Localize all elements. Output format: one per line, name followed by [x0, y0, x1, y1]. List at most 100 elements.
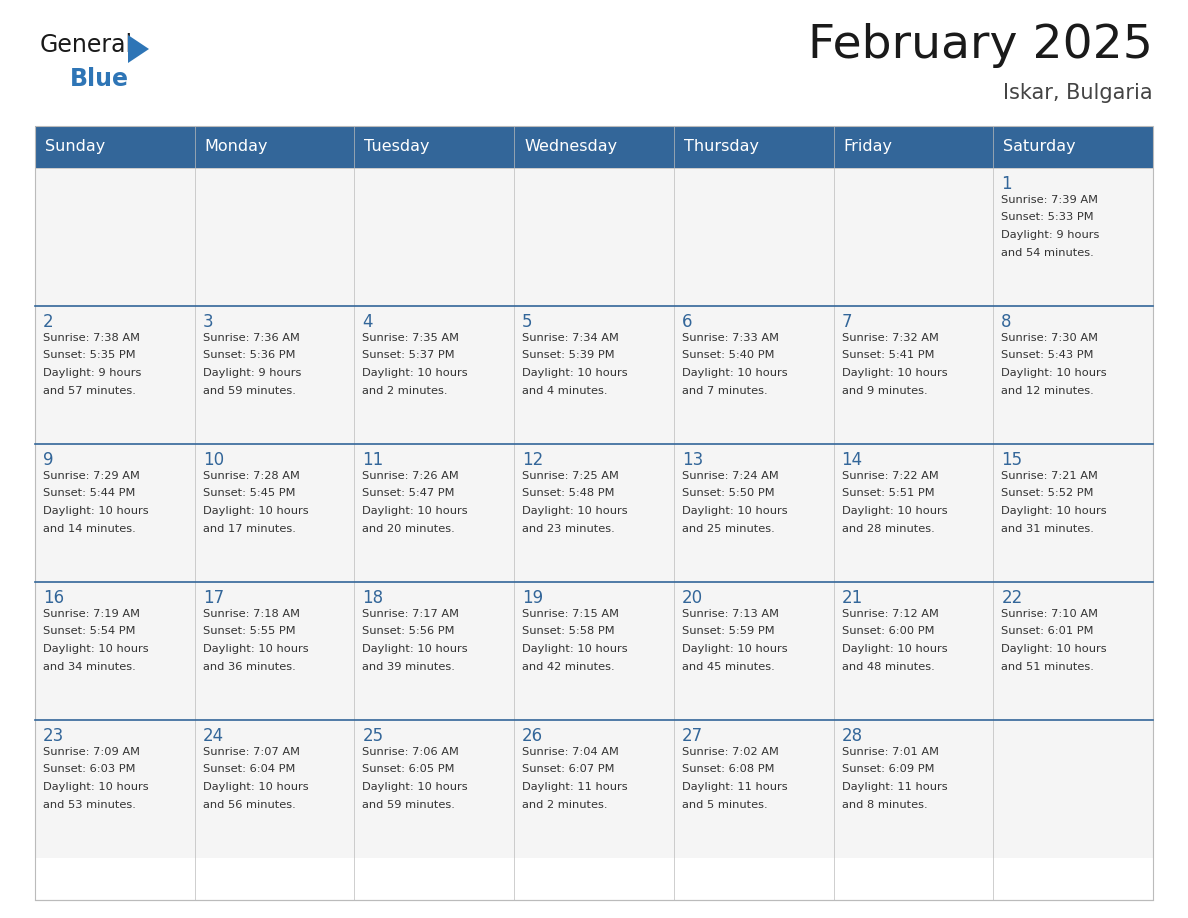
Bar — [514, 720, 674, 858]
Text: Thursday: Thursday — [684, 140, 759, 154]
Bar — [34, 444, 195, 582]
Text: and 45 minutes.: and 45 minutes. — [682, 662, 775, 671]
Text: Sunset: 6:04 PM: Sunset: 6:04 PM — [203, 765, 295, 775]
Text: and 20 minutes.: and 20 minutes. — [362, 523, 455, 533]
Text: Sunset: 5:40 PM: Sunset: 5:40 PM — [682, 351, 775, 361]
Bar — [834, 720, 993, 858]
Text: and 34 minutes.: and 34 minutes. — [43, 662, 135, 671]
Text: Sunrise: 7:24 AM: Sunrise: 7:24 AM — [682, 471, 778, 481]
Text: 5: 5 — [523, 313, 532, 331]
Text: Sunset: 5:48 PM: Sunset: 5:48 PM — [523, 488, 614, 498]
Text: Sunset: 6:05 PM: Sunset: 6:05 PM — [362, 765, 455, 775]
Text: Daylight: 10 hours: Daylight: 10 hours — [43, 644, 148, 654]
Text: 13: 13 — [682, 451, 703, 469]
Text: and 59 minutes.: and 59 minutes. — [203, 386, 296, 396]
Bar — [34, 582, 195, 720]
Text: Sunrise: 7:25 AM: Sunrise: 7:25 AM — [523, 471, 619, 481]
Text: Daylight: 11 hours: Daylight: 11 hours — [523, 782, 627, 792]
Text: Daylight: 10 hours: Daylight: 10 hours — [362, 368, 468, 378]
Text: and 12 minutes.: and 12 minutes. — [1001, 386, 1094, 396]
Text: and 51 minutes.: and 51 minutes. — [1001, 662, 1094, 671]
Text: Sunset: 6:09 PM: Sunset: 6:09 PM — [841, 765, 934, 775]
Text: Daylight: 10 hours: Daylight: 10 hours — [523, 644, 627, 654]
Text: and 2 minutes.: and 2 minutes. — [362, 386, 448, 396]
Bar — [195, 306, 354, 444]
Polygon shape — [128, 35, 148, 63]
Bar — [34, 168, 195, 306]
Bar — [354, 720, 514, 858]
Text: 23: 23 — [43, 727, 64, 745]
Text: 24: 24 — [203, 727, 223, 745]
Text: Sunset: 6:07 PM: Sunset: 6:07 PM — [523, 765, 614, 775]
Text: Daylight: 9 hours: Daylight: 9 hours — [203, 368, 301, 378]
Text: and 42 minutes.: and 42 minutes. — [523, 662, 614, 671]
Text: Daylight: 10 hours: Daylight: 10 hours — [523, 368, 627, 378]
Bar — [514, 444, 674, 582]
Text: Sunrise: 7:28 AM: Sunrise: 7:28 AM — [203, 471, 299, 481]
Text: Sunrise: 7:39 AM: Sunrise: 7:39 AM — [1001, 195, 1098, 205]
Bar — [674, 168, 834, 306]
Text: Daylight: 9 hours: Daylight: 9 hours — [1001, 230, 1100, 240]
Text: and 8 minutes.: and 8 minutes. — [841, 800, 927, 810]
Bar — [195, 168, 354, 306]
Text: Sunset: 5:52 PM: Sunset: 5:52 PM — [1001, 488, 1094, 498]
Text: 1: 1 — [1001, 175, 1012, 193]
Text: Daylight: 11 hours: Daylight: 11 hours — [841, 782, 947, 792]
Bar — [674, 306, 834, 444]
Text: and 28 minutes.: and 28 minutes. — [841, 523, 934, 533]
Text: Sunrise: 7:38 AM: Sunrise: 7:38 AM — [43, 333, 140, 343]
Text: Daylight: 10 hours: Daylight: 10 hours — [1001, 506, 1107, 516]
Text: Sunset: 5:56 PM: Sunset: 5:56 PM — [362, 626, 455, 636]
Text: Saturday: Saturday — [1004, 140, 1076, 154]
Text: Daylight: 10 hours: Daylight: 10 hours — [841, 506, 947, 516]
Bar — [993, 582, 1154, 720]
Bar — [674, 582, 834, 720]
Bar — [834, 582, 993, 720]
Bar — [993, 444, 1154, 582]
Text: 12: 12 — [523, 451, 543, 469]
Bar — [993, 168, 1154, 306]
Text: and 36 minutes.: and 36 minutes. — [203, 662, 296, 671]
Text: and 2 minutes.: and 2 minutes. — [523, 800, 607, 810]
Text: Daylight: 10 hours: Daylight: 10 hours — [841, 644, 947, 654]
Text: Sunset: 5:55 PM: Sunset: 5:55 PM — [203, 626, 296, 636]
Text: Sunset: 6:01 PM: Sunset: 6:01 PM — [1001, 626, 1094, 636]
Text: 6: 6 — [682, 313, 693, 331]
Text: and 53 minutes.: and 53 minutes. — [43, 800, 135, 810]
Text: Sunrise: 7:02 AM: Sunrise: 7:02 AM — [682, 747, 778, 757]
Text: Daylight: 10 hours: Daylight: 10 hours — [362, 506, 468, 516]
Text: Sunrise: 7:15 AM: Sunrise: 7:15 AM — [523, 609, 619, 619]
Bar — [34, 306, 195, 444]
Text: and 9 minutes.: and 9 minutes. — [841, 386, 927, 396]
Text: and 5 minutes.: and 5 minutes. — [682, 800, 767, 810]
Bar — [34, 126, 1154, 900]
Bar — [354, 306, 514, 444]
Bar — [34, 720, 195, 858]
Text: 16: 16 — [43, 589, 64, 607]
Text: Wednesday: Wednesday — [524, 140, 618, 154]
Bar — [34, 126, 1154, 168]
Text: Daylight: 10 hours: Daylight: 10 hours — [203, 506, 309, 516]
Text: Sunset: 6:08 PM: Sunset: 6:08 PM — [682, 765, 775, 775]
Text: Sunrise: 7:32 AM: Sunrise: 7:32 AM — [841, 333, 939, 343]
Bar — [354, 444, 514, 582]
Text: 25: 25 — [362, 727, 384, 745]
Text: Sunrise: 7:35 AM: Sunrise: 7:35 AM — [362, 333, 460, 343]
Text: Sunset: 5:44 PM: Sunset: 5:44 PM — [43, 488, 135, 498]
Text: Daylight: 10 hours: Daylight: 10 hours — [362, 644, 468, 654]
Text: and 23 minutes.: and 23 minutes. — [523, 523, 615, 533]
Text: Sunrise: 7:12 AM: Sunrise: 7:12 AM — [841, 609, 939, 619]
Text: Sunset: 5:35 PM: Sunset: 5:35 PM — [43, 351, 135, 361]
Text: Sunrise: 7:30 AM: Sunrise: 7:30 AM — [1001, 333, 1098, 343]
Text: 22: 22 — [1001, 589, 1023, 607]
Bar — [195, 582, 354, 720]
Text: 11: 11 — [362, 451, 384, 469]
Text: 2: 2 — [43, 313, 53, 331]
Text: Sunset: 5:36 PM: Sunset: 5:36 PM — [203, 351, 295, 361]
Text: Sunset: 5:59 PM: Sunset: 5:59 PM — [682, 626, 775, 636]
Text: and 4 minutes.: and 4 minutes. — [523, 386, 607, 396]
Text: Sunrise: 7:22 AM: Sunrise: 7:22 AM — [841, 471, 939, 481]
Text: Sunrise: 7:10 AM: Sunrise: 7:10 AM — [1001, 609, 1098, 619]
Bar — [834, 306, 993, 444]
Bar — [674, 444, 834, 582]
